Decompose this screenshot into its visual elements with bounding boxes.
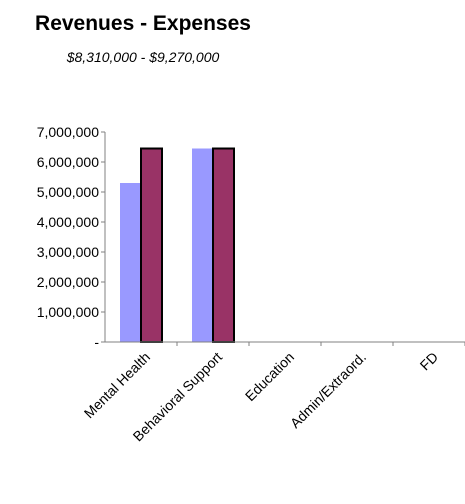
- axes: [101, 131, 465, 346]
- y-tick-label: 2,000,000: [37, 274, 99, 290]
- chart-subtitle: $8,310,000 - $9,270,000: [66, 49, 220, 65]
- y-tick-label: 3,000,000: [37, 244, 99, 260]
- bars: [120, 147, 235, 343]
- x-category-label: Admin/Extraord.: [287, 349, 369, 431]
- y-tick-label: -: [94, 334, 99, 350]
- y-tick-label: 1,000,000: [37, 304, 99, 320]
- expenses-bar: [140, 147, 163, 343]
- revenues-bar: [120, 183, 141, 342]
- x-category-label: FD: [417, 349, 442, 374]
- x-category-label: Mental Health: [81, 349, 153, 421]
- revenues-bar: [192, 148, 213, 342]
- expenses-bar: [212, 147, 235, 343]
- y-axis-tick-labels: - 1,000,000 2,000,000 3,000,000 4,000,000 5,0…: [37, 124, 100, 350]
- chart-title: Revenues - Expenses: [35, 12, 251, 35]
- y-tick-label: 6,000,000: [37, 154, 99, 170]
- x-category-label: Education: [242, 349, 297, 404]
- y-tick-label: 4,000,000: [37, 214, 99, 230]
- y-tick-label: 7,000,000: [37, 124, 99, 140]
- y-tick-label: 5,000,000: [37, 184, 99, 200]
